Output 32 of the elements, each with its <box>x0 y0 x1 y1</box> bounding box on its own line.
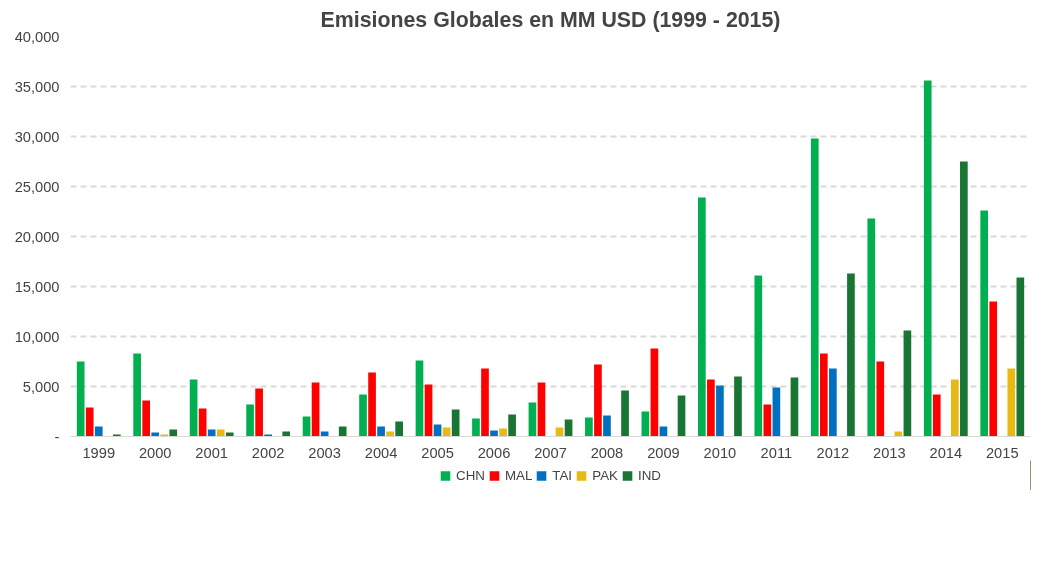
legend-label: IND <box>638 467 661 483</box>
x-tick-label: 2003 <box>308 444 341 461</box>
x-tick-label: 2006 <box>477 444 511 461</box>
legend-label: TAI <box>552 467 573 483</box>
x-tick-label: 2001 <box>195 444 228 461</box>
x-tick-label: 2008 <box>590 444 624 461</box>
x-tick-label: 2015 <box>985 444 1019 461</box>
y-tick-label: 15,000 <box>14 278 60 295</box>
y-tick-label: 5,000 <box>22 378 60 395</box>
y-tick-label: 25,000 <box>14 178 60 195</box>
y-tick-label: - <box>54 428 60 445</box>
chart-title: Emisiones Globales en MM USD (1999 - 2015) <box>320 7 781 32</box>
y-tick-label: 30,000 <box>14 128 60 145</box>
x-tick-label: 2011 <box>760 444 793 461</box>
x-tick-label: 2005 <box>421 444 454 461</box>
y-tick-label: 35,000 <box>14 78 60 95</box>
x-tick-label: 2000 <box>138 444 172 461</box>
x-tick-label: 2012 <box>816 444 850 461</box>
y-tick-label: 40,000 <box>14 28 60 45</box>
legend-label: PAK <box>592 467 619 483</box>
x-tick-label: 2007 <box>534 444 567 461</box>
x-tick-label: 1999 <box>82 444 116 461</box>
y-tick-label: 10,000 <box>14 328 60 345</box>
y-tick-label: 20,000 <box>14 228 60 245</box>
legend-label: MAL <box>504 467 533 483</box>
x-tick-label: 2010 <box>703 444 737 461</box>
x-tick-label: 2013 <box>873 444 906 461</box>
x-tick-label: 2009 <box>647 444 680 461</box>
x-tick-label: 2004 <box>364 444 398 461</box>
legend-label: CHN <box>456 467 485 483</box>
x-tick-label: 2002 <box>251 444 285 461</box>
x-tick-label: 2014 <box>929 444 963 461</box>
